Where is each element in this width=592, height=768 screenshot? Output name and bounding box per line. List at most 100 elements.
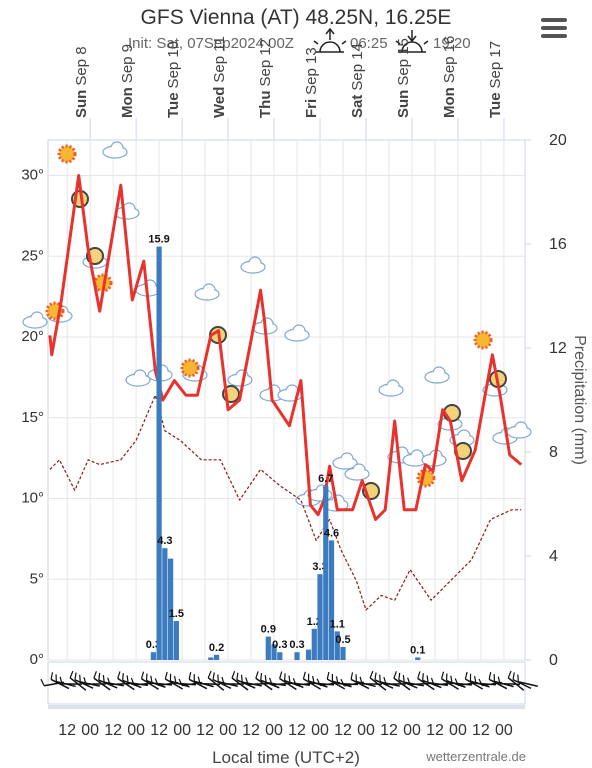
wind-flag	[178, 678, 183, 686]
day-date: Sep 9	[119, 44, 136, 83]
y2-tick-label: 20	[549, 132, 567, 149]
cloud-fill	[116, 208, 138, 218]
menu-button[interactable]	[541, 18, 567, 38]
wind-flag	[40, 678, 45, 686]
precip-bar	[340, 647, 346, 660]
wind-shaft	[369, 677, 387, 691]
dewpoint-line	[49, 394, 522, 611]
wind-flag	[197, 676, 201, 684]
weather-icon	[227, 369, 253, 387]
wind-barb	[117, 671, 135, 691]
wind-shaft	[326, 678, 346, 690]
bar-label: 6.7	[318, 473, 333, 485]
cloud-fill	[334, 458, 356, 468]
x-tick-label: 12	[472, 722, 490, 739]
wind-flag	[488, 672, 492, 680]
precip-bar	[150, 652, 156, 660]
x-tick-label: 12	[150, 722, 168, 739]
day-date: Sep 17	[487, 41, 504, 89]
wind-barb	[279, 671, 297, 691]
x-tick-label: 12	[426, 722, 444, 739]
bar-label: 1.1	[330, 618, 345, 630]
day-name: Fri	[303, 99, 320, 118]
weather-icon	[506, 421, 532, 439]
cloud-fill	[242, 262, 264, 272]
day-label: Sun Sep 8	[73, 46, 90, 118]
wind-flag	[284, 673, 286, 681]
precip-bar	[168, 558, 174, 660]
day-date: Sep 12	[257, 39, 274, 87]
wind-flag	[430, 677, 435, 686]
wind-barb	[369, 670, 387, 691]
wind-flag	[331, 673, 333, 682]
wind-barb	[164, 671, 184, 690]
wind-flag	[98, 672, 101, 681]
precip-bar	[311, 628, 317, 660]
wind-shaft	[464, 678, 484, 690]
wind-shaft	[117, 677, 135, 691]
wind-shaft	[260, 679, 280, 689]
x-tick-label: 12	[242, 722, 260, 739]
weather-icon	[125, 369, 151, 387]
cloud-fill	[451, 435, 473, 445]
wind-shaft	[441, 678, 459, 690]
wind-shaft	[157, 682, 179, 686]
temperature-line	[48, 174, 523, 521]
wind-flag	[340, 678, 345, 686]
wind-flag	[145, 673, 148, 681]
wind-flag	[398, 672, 401, 681]
wind-barb	[292, 678, 317, 686]
wind-flag	[417, 671, 421, 679]
wind-flag	[469, 673, 472, 682]
cloud-fill	[24, 317, 46, 327]
weather-icon	[307, 484, 333, 502]
x-tick-label: 12	[196, 722, 214, 739]
wind-flag	[422, 673, 424, 681]
weather-icon	[344, 463, 370, 481]
wind-flag	[350, 672, 354, 680]
wind-flag	[102, 674, 105, 683]
wind-flag	[240, 674, 243, 683]
day-label: Thu Sep 12	[257, 39, 274, 118]
wind-barb	[393, 671, 411, 691]
precip-bar	[328, 540, 335, 660]
wind-shaft	[393, 677, 411, 691]
wind-barb	[302, 671, 321, 690]
day-label: Sun Sep 15	[395, 38, 412, 118]
wind-barb	[326, 671, 346, 690]
precip-bar	[162, 548, 168, 660]
wind-shaft	[188, 678, 208, 690]
wind-barb	[430, 677, 455, 686]
bar-label: 0.9	[261, 624, 276, 636]
cloud-fill	[104, 147, 126, 157]
wind-flag	[154, 678, 159, 686]
y-tick-label: 0°	[30, 651, 44, 668]
wind-flag	[473, 676, 477, 684]
wind-flag	[279, 671, 283, 679]
y-tick-label: 5°	[30, 570, 44, 587]
wind-shaft	[141, 678, 159, 690]
x-tick-label: 00	[311, 722, 329, 739]
x-tick-label: 12	[380, 722, 398, 739]
wind-flag	[50, 672, 54, 680]
cloud-fill	[508, 427, 530, 437]
wind-flag	[107, 677, 111, 685]
wind-flag	[231, 670, 236, 679]
wind-flag	[355, 674, 357, 682]
chart-subtitle: Init: Sat, 07Sep2024 00Z	[128, 35, 294, 52]
precip-bar	[265, 636, 271, 660]
day-name: Sun	[73, 90, 90, 118]
wind-shaft	[279, 677, 297, 691]
x-tick-label: 00	[127, 722, 145, 739]
day-date: Sep 16	[441, 36, 458, 84]
bar-label: 0.3	[272, 639, 287, 651]
wind-shaft	[122, 679, 142, 689]
precip-bar	[271, 644, 277, 660]
precip-bar	[208, 657, 214, 660]
wind-shaft	[488, 678, 508, 690]
sunrise-time: 06:25	[350, 35, 388, 52]
x-tick-label: 00	[81, 722, 99, 739]
x-tick-label: 00	[357, 722, 375, 739]
wind-barb	[488, 672, 508, 690]
